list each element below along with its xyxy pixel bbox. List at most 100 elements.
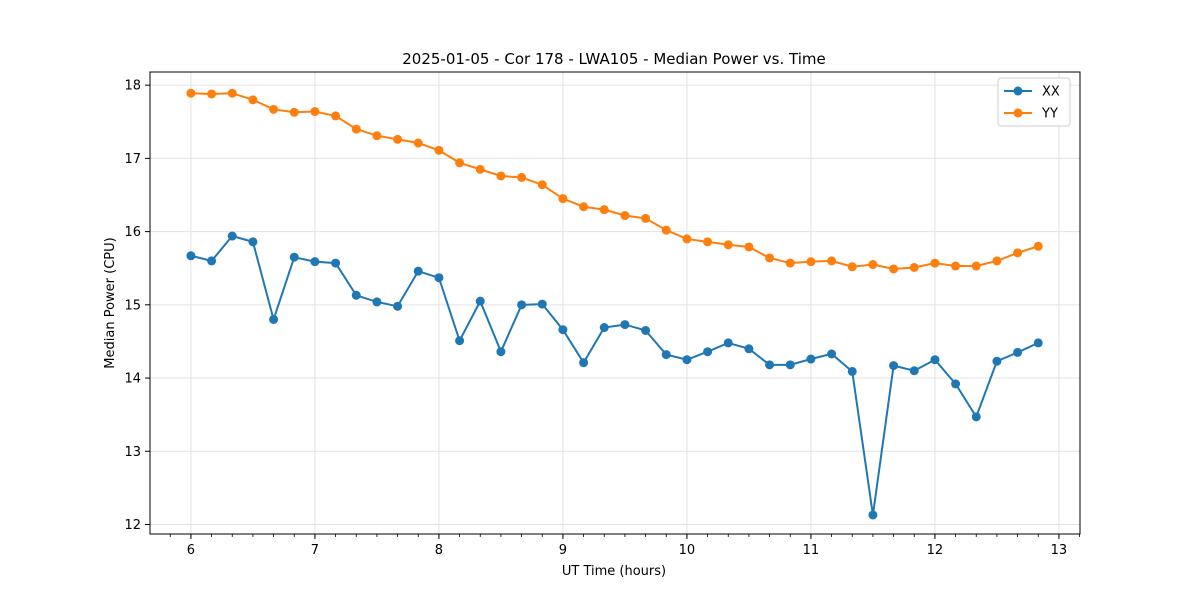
y-tick-label: 16 — [124, 225, 141, 240]
data-point-yy — [806, 257, 816, 267]
series-line-xx — [190, 234, 1039, 516]
data-point-xx — [207, 256, 217, 266]
data-point-yy — [744, 242, 754, 252]
x-tick-label: 11 — [803, 543, 820, 558]
data-point-xx — [558, 325, 568, 335]
data-point-yy — [372, 131, 382, 141]
y-tick-label: 14 — [124, 372, 141, 387]
data-point-xx — [537, 299, 547, 309]
data-point-xx — [289, 252, 299, 262]
data-point-yy — [413, 138, 423, 148]
data-point-yy — [207, 89, 217, 99]
data-point-xx — [310, 257, 320, 267]
data-point-xx — [1033, 338, 1043, 348]
data-point-yy — [331, 111, 341, 121]
series-layer — [186, 88, 1043, 520]
data-point-yy — [620, 211, 630, 221]
data-point-yy — [682, 234, 692, 244]
data-point-yy — [765, 253, 775, 263]
y-tick-label: 12 — [124, 518, 141, 533]
data-point-yy — [455, 158, 465, 168]
data-point-yy — [186, 88, 196, 98]
data-point-yy — [992, 256, 1002, 266]
data-point-xx — [847, 366, 857, 376]
data-point-xx — [868, 510, 878, 520]
data-point-yy — [971, 261, 981, 271]
x-tick-label: 6 — [187, 543, 195, 558]
x-tick-label: 9 — [559, 543, 567, 558]
data-point-xx — [744, 344, 754, 354]
data-point-xx — [909, 366, 919, 376]
data-point-yy — [951, 261, 961, 271]
y-tick-label: 17 — [124, 152, 141, 167]
chart-title: 2025-01-05 - Cor 178 - LWA105 - Median P… — [402, 50, 826, 68]
data-point-xx — [372, 297, 382, 307]
x-tick-label: 12 — [927, 543, 944, 558]
legend-marker-yy — [1013, 108, 1023, 118]
data-point-xx — [475, 296, 485, 306]
x-tick-label: 8 — [435, 543, 443, 558]
series-line-yy — [190, 92, 1039, 270]
data-point-yy — [558, 194, 568, 204]
data-point-xx — [827, 349, 837, 359]
data-point-yy — [475, 164, 485, 174]
data-point-xx — [785, 360, 795, 370]
data-point-yy — [847, 262, 857, 272]
data-point-yy — [868, 260, 878, 270]
y-tick-label: 18 — [124, 79, 141, 94]
legend-marker-xx — [1013, 86, 1023, 96]
data-point-yy — [703, 237, 713, 247]
plot-frame — [149, 71, 1081, 535]
data-point-yy — [909, 262, 919, 272]
data-point-yy — [434, 145, 444, 155]
data-point-xx — [579, 358, 589, 368]
data-point-yy — [393, 134, 403, 144]
data-point-xx — [269, 314, 279, 324]
data-point-yy — [227, 88, 237, 98]
axes: 6 7 8 9 10 11 12 13 12 13 14 15 16 17 18 — [124, 79, 1080, 558]
legend: XX YY — [997, 77, 1071, 127]
data-point-xx — [971, 412, 981, 422]
data-point-yy — [661, 225, 671, 235]
data-point-xx — [951, 379, 961, 389]
data-point-yy — [269, 104, 279, 114]
data-point-xx — [930, 355, 940, 365]
x-tick-label: 10 — [679, 543, 696, 558]
data-point-yy — [641, 213, 651, 223]
data-point-yy — [599, 205, 609, 215]
data-point-yy — [889, 264, 899, 274]
grid-lines — [150, 72, 1080, 534]
data-point-yy — [579, 202, 589, 212]
data-point-xx — [227, 231, 237, 241]
data-point-xx — [331, 258, 341, 268]
data-point-yy — [310, 107, 320, 117]
data-point-xx — [517, 300, 527, 310]
data-point-xx — [765, 360, 775, 370]
data-point-yy — [1013, 248, 1023, 258]
data-point-yy — [517, 172, 527, 182]
data-point-yy — [248, 95, 258, 105]
data-point-xx — [455, 336, 465, 346]
data-point-xx — [186, 251, 196, 261]
data-point-yy — [723, 240, 733, 250]
data-point-yy — [785, 258, 795, 268]
data-point-xx — [393, 301, 403, 311]
data-point-xx — [248, 237, 258, 247]
data-point-xx — [641, 325, 651, 335]
data-point-xx — [806, 354, 816, 364]
data-point-xx — [599, 323, 609, 333]
data-point-xx — [620, 320, 630, 330]
data-point-yy — [351, 124, 361, 134]
y-axis-label: Median Power (CPU) — [103, 237, 118, 368]
data-point-yy — [827, 256, 837, 266]
data-point-xx — [992, 356, 1002, 366]
data-point-yy — [930, 258, 940, 268]
data-point-xx — [889, 361, 899, 371]
data-point-xx — [723, 338, 733, 348]
data-point-xx — [703, 347, 713, 357]
data-point-xx — [351, 290, 361, 300]
x-axis-label: UT Time (hours) — [562, 564, 666, 579]
data-point-yy — [537, 180, 547, 190]
legend-label-yy: YY — [1041, 107, 1058, 122]
